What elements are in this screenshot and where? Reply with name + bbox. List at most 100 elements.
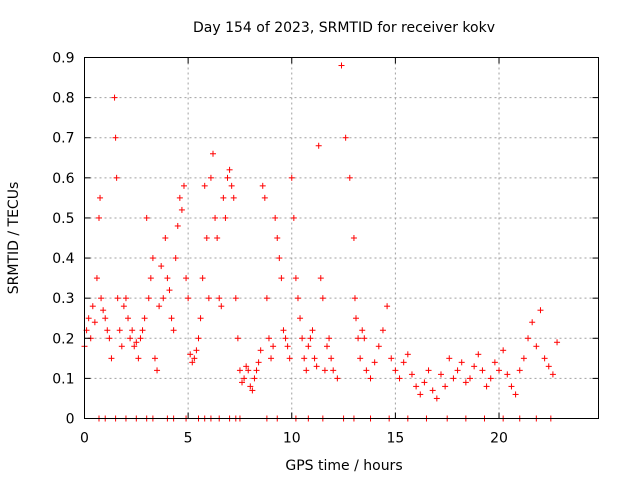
data-point bbox=[297, 315, 304, 322]
data-point bbox=[326, 335, 333, 342]
data-point bbox=[487, 375, 494, 382]
data-point bbox=[249, 387, 256, 394]
data-point bbox=[251, 375, 258, 382]
data-point bbox=[433, 395, 440, 402]
data-point bbox=[156, 303, 163, 310]
chart-title: Day 154 of 2023, SRMTID for receiver kok… bbox=[193, 20, 495, 36]
data-point bbox=[363, 367, 370, 374]
data-point bbox=[334, 375, 341, 382]
x-tick-label: 10 bbox=[283, 431, 301, 447]
data-point bbox=[91, 319, 98, 326]
data-point bbox=[537, 307, 544, 314]
data-point bbox=[137, 335, 144, 342]
data-point bbox=[342, 134, 349, 141]
data-point bbox=[122, 295, 129, 302]
data-point bbox=[301, 355, 308, 362]
data-point bbox=[274, 235, 281, 241]
data-point bbox=[257, 347, 264, 354]
data-point bbox=[508, 383, 515, 390]
data-point bbox=[259, 182, 266, 189]
y-tick-label: 0.1 bbox=[52, 371, 74, 387]
data-point bbox=[236, 367, 243, 374]
data-point bbox=[164, 275, 171, 282]
data-point bbox=[367, 375, 374, 382]
data-point bbox=[529, 319, 536, 326]
data-point bbox=[100, 307, 107, 314]
data-point bbox=[408, 371, 415, 378]
data-point bbox=[131, 343, 138, 350]
data-point bbox=[141, 315, 148, 322]
data-point bbox=[218, 303, 225, 310]
data-point bbox=[230, 194, 237, 201]
data-point bbox=[313, 363, 320, 370]
data-point bbox=[554, 339, 561, 346]
data-point bbox=[286, 355, 293, 362]
data-point bbox=[545, 363, 552, 370]
data-point bbox=[98, 295, 105, 302]
data-point bbox=[388, 355, 395, 362]
data-point bbox=[328, 355, 335, 362]
data-point bbox=[205, 295, 212, 302]
data-point bbox=[158, 263, 165, 270]
data-point bbox=[276, 255, 283, 262]
data-point bbox=[149, 255, 156, 262]
data-point bbox=[450, 375, 457, 382]
data-point bbox=[516, 367, 523, 374]
y-tick-label: 0.4 bbox=[52, 251, 74, 267]
data-point bbox=[309, 327, 316, 334]
data-point bbox=[108, 355, 115, 362]
data-point bbox=[361, 335, 368, 342]
x-axis-label: GPS time / hours bbox=[285, 458, 402, 474]
data-point bbox=[330, 367, 337, 374]
data-point bbox=[471, 363, 478, 370]
data-point bbox=[187, 351, 194, 358]
data-point bbox=[288, 174, 295, 181]
data-point bbox=[183, 275, 190, 282]
data-point bbox=[280, 327, 287, 334]
data-point bbox=[371, 359, 378, 366]
y-tick-label: 0.7 bbox=[52, 131, 74, 147]
data-point bbox=[338, 62, 345, 69]
data-point bbox=[496, 367, 503, 374]
data-point bbox=[491, 359, 498, 366]
data-point bbox=[120, 303, 127, 310]
data-point bbox=[255, 359, 262, 366]
data-point bbox=[272, 214, 279, 221]
data-point bbox=[118, 343, 125, 350]
x-tick-label: 20 bbox=[490, 431, 508, 447]
data-point bbox=[96, 214, 103, 221]
data-point bbox=[294, 295, 301, 302]
data-point bbox=[483, 383, 490, 390]
data-point bbox=[375, 343, 382, 350]
data-point bbox=[129, 327, 136, 334]
data-point bbox=[228, 182, 235, 189]
data-point bbox=[533, 343, 540, 350]
data-point bbox=[97, 194, 104, 201]
data-point bbox=[133, 339, 140, 346]
data-point bbox=[263, 295, 270, 302]
data-point bbox=[270, 343, 277, 350]
data-point bbox=[207, 174, 214, 181]
data-point bbox=[239, 379, 246, 386]
data-point bbox=[317, 275, 324, 282]
data-point bbox=[421, 379, 428, 386]
data-point bbox=[226, 166, 233, 173]
data-point bbox=[89, 303, 96, 310]
data-point bbox=[323, 343, 330, 350]
data-point bbox=[116, 327, 123, 334]
data-point bbox=[292, 275, 299, 282]
y-tick-label: 0.2 bbox=[52, 331, 74, 347]
data-point bbox=[222, 214, 229, 221]
data-point bbox=[475, 351, 482, 358]
data-point bbox=[139, 327, 146, 334]
data-point bbox=[216, 295, 223, 302]
data-point bbox=[180, 182, 187, 189]
data-point bbox=[232, 295, 239, 302]
data-point bbox=[454, 367, 461, 374]
data-point bbox=[199, 275, 206, 282]
data-point bbox=[446, 355, 453, 362]
data-point bbox=[203, 235, 210, 241]
data-point bbox=[319, 295, 326, 302]
data-point bbox=[355, 335, 362, 342]
